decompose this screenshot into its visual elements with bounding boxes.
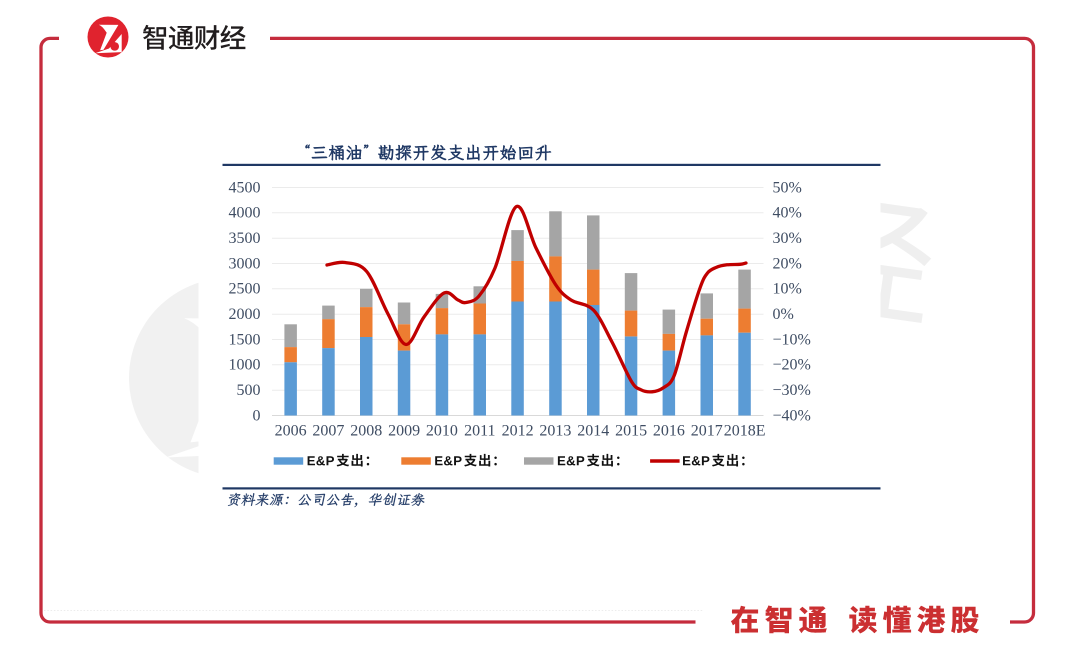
svg-text:2014: 2014 [577,423,609,440]
svg-text:1500: 1500 [229,331,261,348]
svg-text:4500: 4500 [229,179,261,196]
svg-text:2006: 2006 [275,423,307,440]
svg-text:500: 500 [237,382,261,399]
svg-text:40%: 40% [773,205,802,222]
svg-text:2018E: 2018E [724,423,766,440]
svg-text:2007: 2007 [312,423,344,440]
svg-text:−10%: −10% [773,331,811,348]
svg-text:2016: 2016 [653,423,685,440]
svg-text:4000: 4000 [229,205,261,222]
svg-text:0: 0 [253,407,261,424]
svg-text:2009: 2009 [388,423,420,440]
svg-text:30%: 30% [773,230,802,247]
svg-text:2500: 2500 [229,281,261,298]
svg-text:2013: 2013 [539,423,571,440]
svg-text:3500: 3500 [229,230,261,247]
svg-text:−40%: −40% [773,407,811,424]
svg-text:2000: 2000 [229,306,261,323]
svg-text:50%: 50% [773,179,802,196]
svg-text:2011: 2011 [464,423,495,440]
svg-text:20%: 20% [773,255,802,272]
svg-text:−30%: −30% [773,382,811,399]
svg-text:−20%: −20% [773,357,811,374]
svg-text:3000: 3000 [229,255,261,272]
svg-text:2012: 2012 [502,423,534,440]
svg-text:0%: 0% [773,306,794,323]
svg-text:2017: 2017 [691,423,723,440]
svg-text:2010: 2010 [426,423,458,440]
svg-text:10%: 10% [773,281,802,298]
svg-text:2015: 2015 [615,423,647,440]
svg-text:1000: 1000 [229,357,261,374]
svg-text:2008: 2008 [350,423,382,440]
